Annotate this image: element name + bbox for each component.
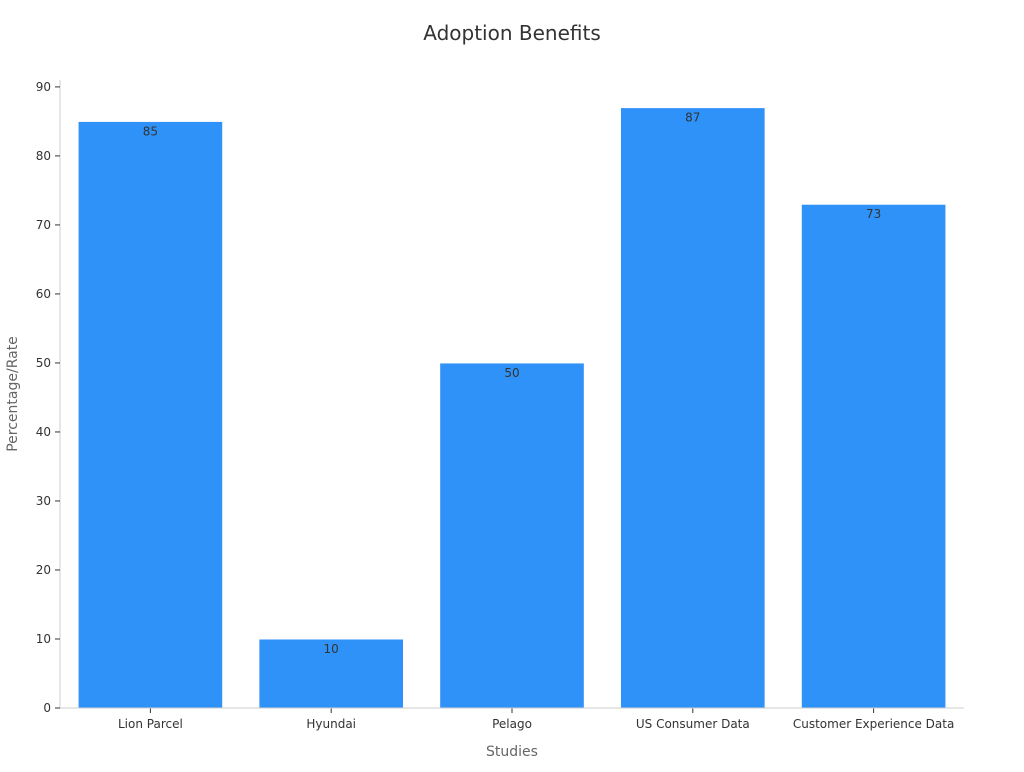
bar-3 (619, 107, 766, 709)
y-tick-label-7: 70 (36, 218, 51, 232)
data-label-2: 50 (504, 366, 519, 380)
x-tick-label-3: US Consumer Data (636, 717, 750, 731)
bars-layer (77, 107, 947, 709)
bar-4 (800, 203, 947, 709)
y-tick-label-5: 50 (36, 356, 51, 370)
bar-0 (77, 120, 224, 709)
chart-title: Adoption Benefits (423, 21, 601, 45)
x-tick-label-2: Pelago (492, 717, 532, 731)
x-tick-label-4: Customer Experience Data (793, 717, 955, 731)
axes-layer (55, 80, 964, 713)
data-label-3: 87 (685, 111, 700, 125)
y-tick-label-4: 40 (36, 425, 51, 439)
y-tick-label-8: 80 (36, 149, 51, 163)
data-label-4: 73 (866, 207, 881, 221)
y-tick-label-2: 20 (36, 563, 51, 577)
y-axis-label: Percentage/Rate (5, 336, 21, 452)
y-tick-label-9: 90 (36, 80, 51, 94)
labels-layer: 85 Lion Parcel 10 Hyundai 50 Pelago 87 US Consu… (36, 80, 955, 731)
y-tick-label-0: 0 (43, 701, 51, 715)
data-label-1: 10 (324, 642, 339, 656)
y-tick-label-1: 10 (36, 632, 51, 646)
bar-1 (258, 638, 405, 709)
bar-2 (439, 362, 585, 709)
data-label-0: 85 (143, 124, 158, 138)
x-axis-label: Studies (486, 744, 538, 760)
y-tick-label-3: 30 (36, 494, 51, 508)
y-tick-label-6: 60 (36, 287, 51, 301)
x-tick-label-0: Lion Parcel (118, 717, 183, 731)
x-tick-label-1: Hyundai (306, 717, 356, 731)
